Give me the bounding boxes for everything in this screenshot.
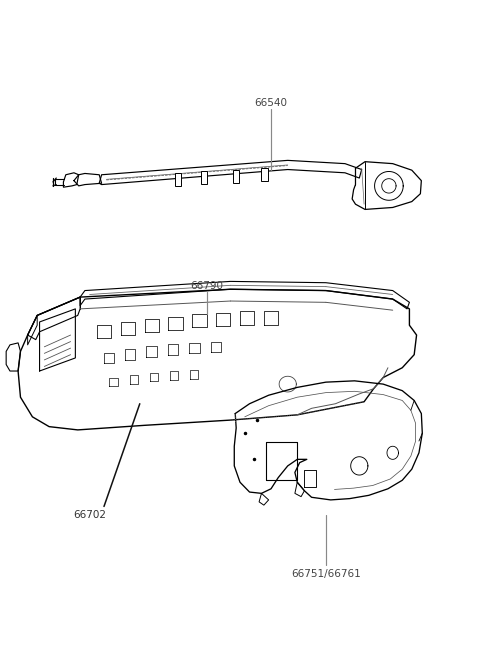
Text: 66702: 66702 [73,510,106,520]
FancyBboxPatch shape [175,173,181,186]
Text: 66751/66761: 66751/66761 [291,569,361,579]
Text: 66540: 66540 [254,98,288,108]
Text: 66790: 66790 [190,281,223,291]
FancyBboxPatch shape [262,168,268,181]
FancyBboxPatch shape [233,170,239,183]
FancyBboxPatch shape [201,171,207,185]
